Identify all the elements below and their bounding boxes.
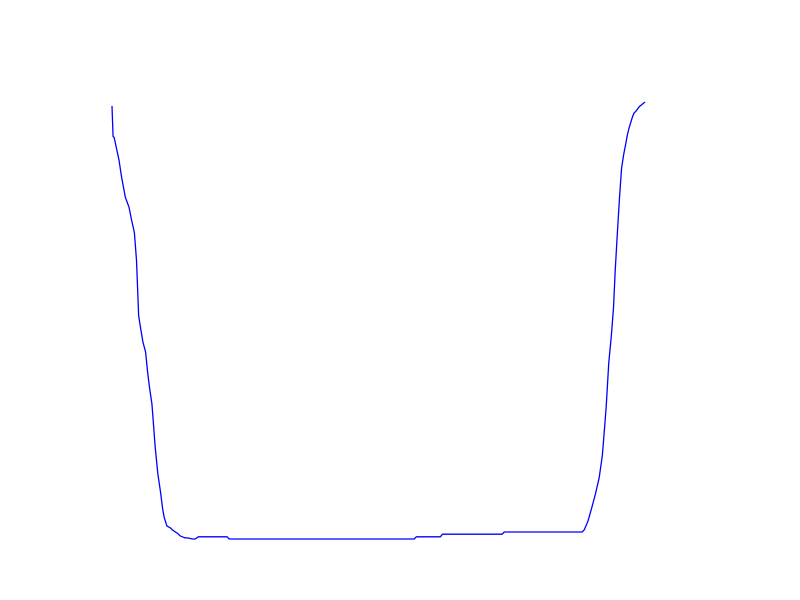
plot-area <box>111 101 646 540</box>
series-line-1 <box>111 101 646 540</box>
